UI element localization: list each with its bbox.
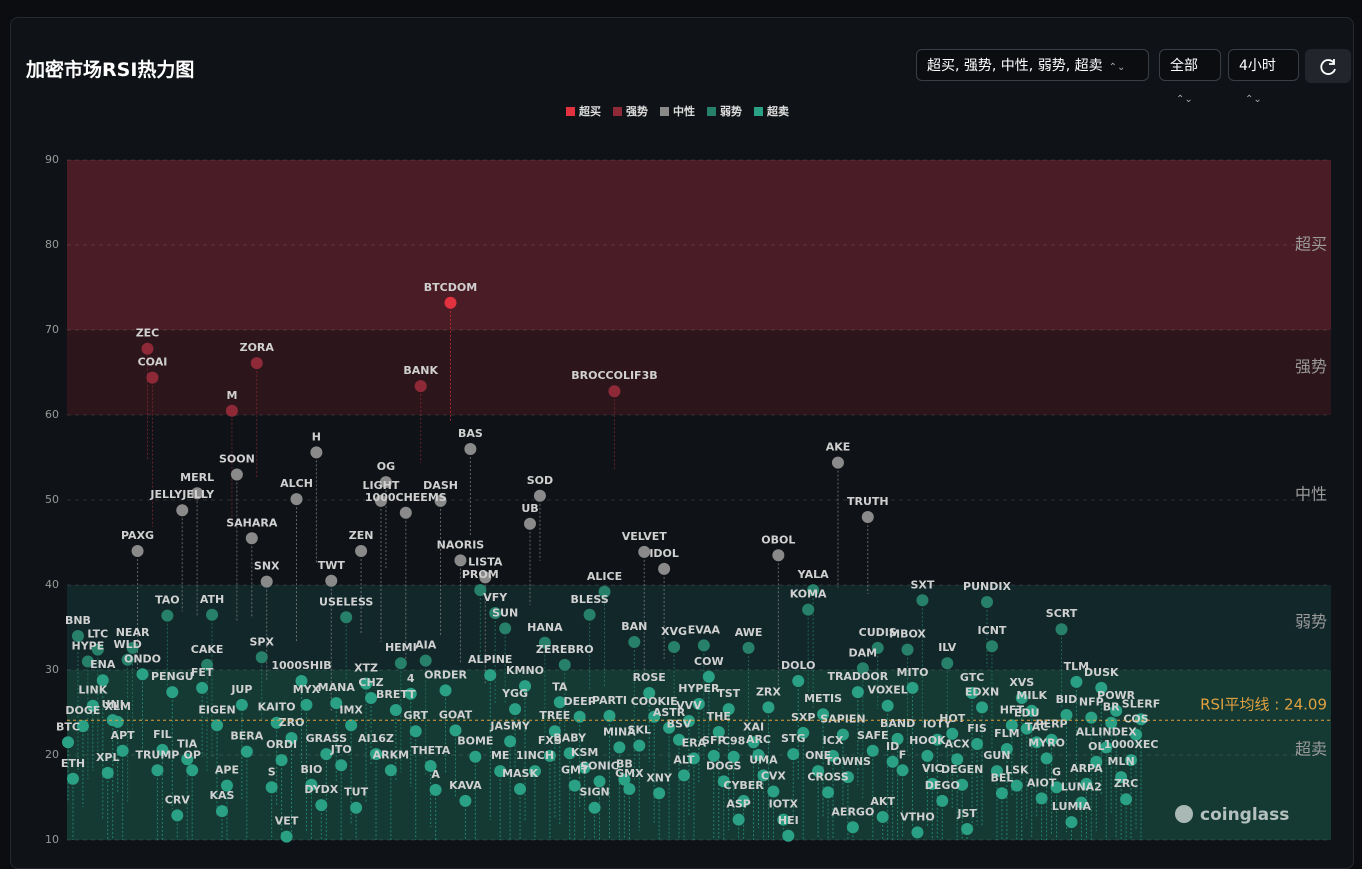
zone-filter-text: 超买, 强势, 中性, 弱势, 超卖 xyxy=(927,58,1103,74)
chevron: ⌃⌄ xyxy=(1245,94,1262,105)
panel xyxy=(10,17,1354,869)
scope-text: 全部 xyxy=(1170,58,1198,74)
icon-path xyxy=(1320,59,1336,75)
timeframe-select[interactable]: 4小时 ⌃⌄ xyxy=(1228,49,1299,105)
refresh-icon xyxy=(1320,59,1336,75)
chevron: ⌃⌄ xyxy=(1108,62,1126,73)
scope-select[interactable]: 全部 ⌃⌄ xyxy=(1159,49,1221,105)
zone-filter[interactable]: 超买, 强势, 中性, 弱势, 超卖 ⌃⌄ xyxy=(916,49,1149,81)
chart-title: 加密市场RSI热力图 xyxy=(26,59,195,81)
chevron: ⌃⌄ xyxy=(1176,94,1193,105)
timeframe-text: 4小时 xyxy=(1239,58,1276,74)
refresh-button[interactable] xyxy=(1305,49,1351,83)
